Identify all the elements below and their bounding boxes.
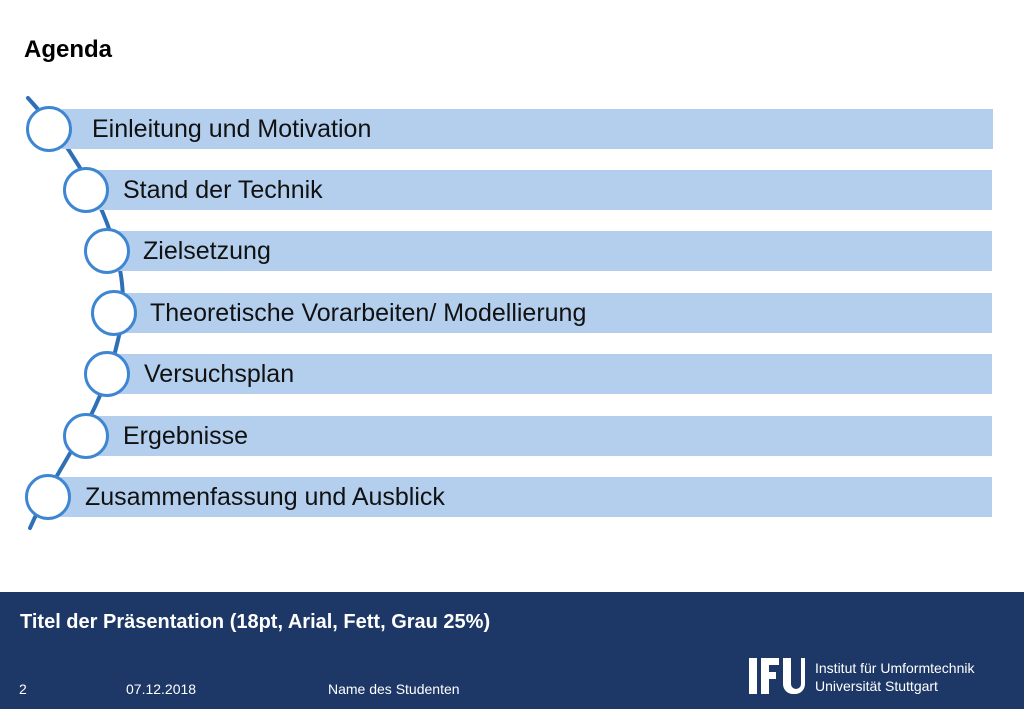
agenda-bullet-circle (63, 167, 109, 213)
page-number: 2 (19, 681, 27, 697)
agenda-item-6[interactable]: Ergebnisse (92, 416, 992, 456)
presentation-date: 07.12.2018 (126, 681, 197, 697)
agenda-item-label: Versuchsplan (144, 359, 295, 388)
agenda-bullet-circle (84, 351, 130, 397)
agenda-item-label: Zielsetzung (143, 236, 271, 265)
agenda-item-label: Theoretische Vorarbeiten/ Modellierung (150, 298, 587, 327)
agenda-item-1[interactable]: Einleitung und Motivation (62, 109, 993, 149)
agenda-item-7[interactable]: Zusammenfassung und Ausblick (54, 477, 992, 517)
ifu-logo (749, 658, 805, 694)
footer-bar: Titel der Präsentation (18pt, Arial, Fet… (0, 592, 1024, 709)
agenda-bullet-circle (26, 106, 72, 152)
student-name: Name des Studenten (328, 681, 460, 697)
slide-title: Agenda (24, 36, 113, 63)
institute-name: Institut für Umformtechnik Universität S… (815, 659, 975, 695)
agenda-item-label: Einleitung und Motivation (92, 114, 372, 143)
agenda-item-label: Zusammenfassung und Ausblick (85, 482, 445, 511)
agenda-bullet-circle (63, 413, 109, 459)
institute-line-1: Institut für Umformtechnik (815, 660, 975, 676)
agenda-item-label: Stand der Technik (123, 175, 323, 204)
agenda-item-2[interactable]: Stand der Technik (92, 170, 992, 210)
agenda-item-3[interactable]: Zielsetzung (113, 231, 992, 271)
agenda-bullet-circle (91, 290, 137, 336)
presentation-title: Titel der Präsentation (18pt, Arial, Fet… (20, 611, 491, 633)
agenda-item-label: Ergebnisse (123, 421, 249, 450)
agenda-item-5[interactable]: Versuchsplan (113, 354, 992, 394)
agenda-item-4[interactable]: Theoretische Vorarbeiten/ Modellierung (120, 293, 992, 333)
agenda-bullet-circle (84, 228, 130, 274)
institute-line-2: Universität Stuttgart (815, 678, 938, 694)
agenda-bullet-circle (25, 474, 71, 520)
